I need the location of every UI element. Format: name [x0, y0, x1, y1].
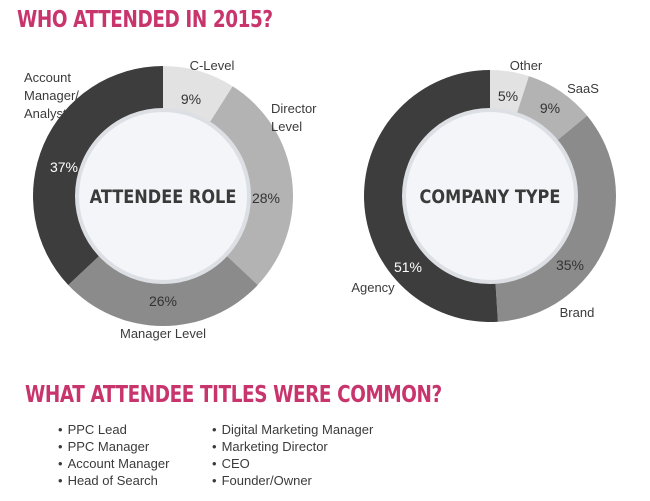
company-type-chart: COMPANY TYPE 5% 9% 35% 51% Other SaaS Brand Ag… [351, 58, 616, 322]
slice-category-label: Director Level [271, 101, 317, 134]
slice-category-label: Other [510, 58, 543, 73]
slice-percent-label: 37% [50, 159, 78, 175]
slice-category-label: C-Level [190, 58, 235, 73]
title-item: Digital Marketing Manager [212, 421, 374, 438]
titles-list-left: PPC Lead PPC Manager Account Manager Hea… [58, 421, 170, 489]
donut-charts: ATTENDEE ROLE 9% 28% 26% 37% C-Level Directo… [24, 58, 616, 341]
page-heading: WHO ATTENDED IN 2015? [17, 7, 273, 33]
slice-brand [495, 115, 616, 322]
slice-percent-label: 35% [556, 257, 584, 273]
slice-account-manager-analyst [33, 66, 163, 285]
title-item: Founder/Owner [212, 472, 373, 489]
slice-category-label: SaaS [567, 81, 599, 96]
title-item: CEO [212, 455, 373, 472]
title-item: PPC Lead [58, 421, 169, 438]
attendee-role-chart: ATTENDEE ROLE 9% 28% 26% 37% C-Level Directo… [24, 58, 317, 341]
slice-category-label: Agency [351, 280, 395, 295]
slice-category-label: Manager Level [120, 326, 206, 341]
slice-agency [364, 70, 498, 322]
title-item: PPC Manager [58, 438, 169, 455]
slice-c-level [163, 66, 233, 124]
slice-director-level [209, 86, 293, 285]
donut-hole [402, 108, 578, 284]
slice-percent-label: 9% [181, 91, 201, 107]
slice-percent-label: 26% [149, 293, 177, 309]
titles-list-right: Digital Marketing Manager Marketing Dire… [212, 421, 374, 489]
slice-percent-label: 9% [540, 100, 560, 116]
slice-percent-label: 28% [252, 190, 280, 206]
chart-center-title: COMPANY TYPE [420, 187, 561, 209]
slice-manager-level [68, 254, 258, 326]
slice-percent-label: 51% [394, 259, 422, 275]
title-item: Account Manager [58, 455, 170, 472]
slice-saas [516, 76, 588, 142]
title-item: Head of Search [58, 472, 169, 489]
slice-percent-label: 5% [498, 88, 518, 104]
slice-other [490, 70, 529, 115]
slice-category-label: Account Manager/Analyst [24, 70, 79, 121]
title-item: Marketing Director [212, 438, 373, 455]
slice-category-label: Brand [560, 305, 595, 320]
donut-hole [75, 108, 251, 284]
titles-heading: WHAT ATTENDEE TITLES WERE COMMON? [25, 382, 442, 408]
chart-center-title: ATTENDEE ROLE [90, 187, 237, 209]
